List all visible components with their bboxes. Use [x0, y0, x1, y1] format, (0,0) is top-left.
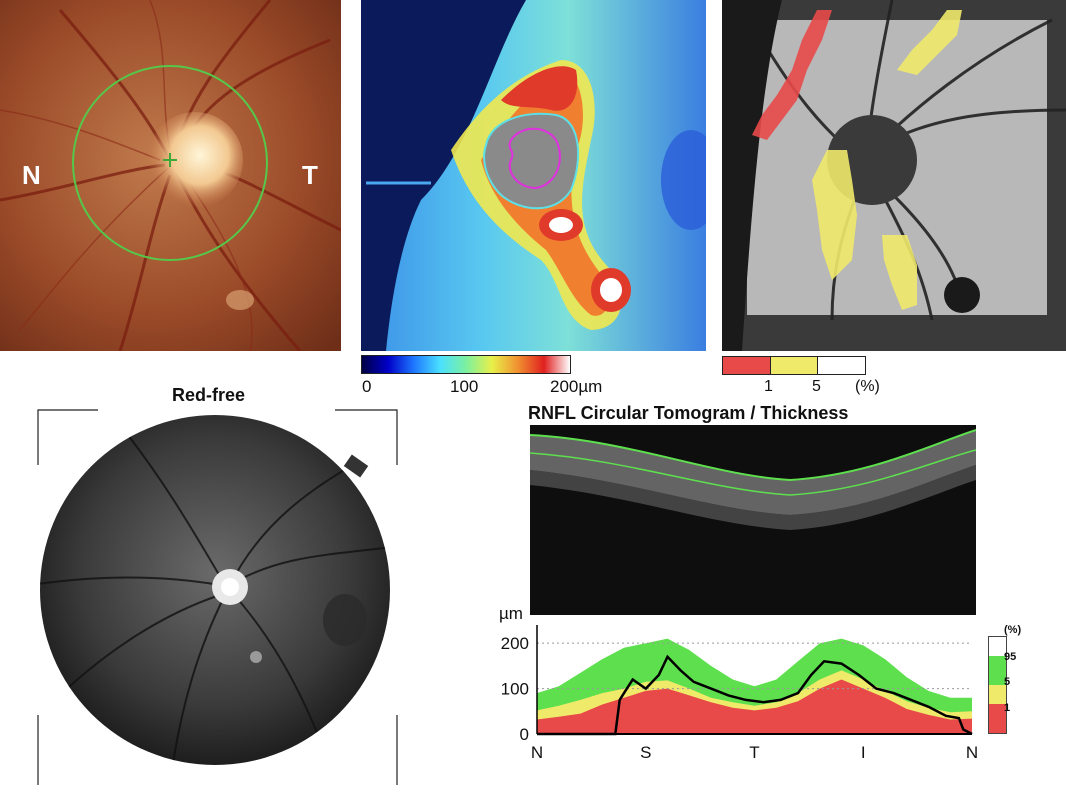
deviation-map — [722, 0, 1066, 351]
legend-label-5: 5 — [1004, 676, 1011, 688]
deviation-legend — [722, 356, 866, 375]
x-tick-i-3: I — [861, 743, 866, 762]
temporal-label: T — [302, 160, 318, 190]
y-tick-200: 200 — [501, 634, 529, 653]
deviation-tick-5: 5 — [812, 378, 821, 395]
red-free-panel — [30, 405, 410, 792]
thickness-map — [361, 0, 706, 351]
legend-red-band — [989, 704, 1006, 733]
oct-tomogram — [530, 425, 976, 615]
chart-ylabel: µm — [499, 604, 523, 623]
measured-thickness-line — [537, 654, 973, 736]
red-free-title: Red-free — [172, 385, 246, 405]
legend-yellow-band — [989, 685, 1006, 705]
x-tick-s-1: S — [640, 743, 651, 762]
legend-green-band — [989, 656, 1006, 685]
red-free-image — [37, 409, 398, 785]
thickness-colorbar — [361, 355, 571, 374]
thickness-map-panel — [361, 0, 706, 351]
nasal-label: N — [22, 160, 41, 190]
y-tick-100: 100 — [501, 680, 529, 699]
legend-yellow-swatch — [770, 357, 819, 374]
rnfl-title: RNFL Circular Tomogram / Thickness — [528, 403, 849, 423]
x-tick-n-0: N — [531, 743, 543, 762]
deviation-map-panel — [722, 0, 1066, 351]
legend-white-band — [989, 637, 1006, 657]
y-tick-0: 0 — [520, 725, 529, 744]
colorbar-tick-200: 200µm — [550, 377, 603, 396]
chart-legend-title: (%) — [1004, 624, 1022, 636]
legend-label-95: 95 — [1004, 651, 1017, 663]
colorbar-tick-0: 0 — [362, 377, 372, 396]
legend-white-swatch — [818, 357, 866, 374]
fundus-photo — [0, 0, 341, 351]
band-1 — [537, 679, 972, 734]
deviation-tick-pct: (%) — [855, 378, 880, 395]
x-tick-t-2: T — [749, 743, 759, 762]
legend-red-swatch — [723, 357, 771, 374]
colorbar-tick-100: 100 — [450, 377, 479, 396]
fundus-photo-panel: N T — [0, 0, 341, 351]
rnfl-thickness-chart: 0 100 200 N S T I N — [501, 625, 978, 762]
x-tick-n-4: N — [966, 743, 978, 762]
deviation-tick-1: 1 — [764, 378, 773, 395]
legend-label-1: 1 — [1004, 702, 1011, 714]
chart-legend — [988, 636, 1007, 734]
